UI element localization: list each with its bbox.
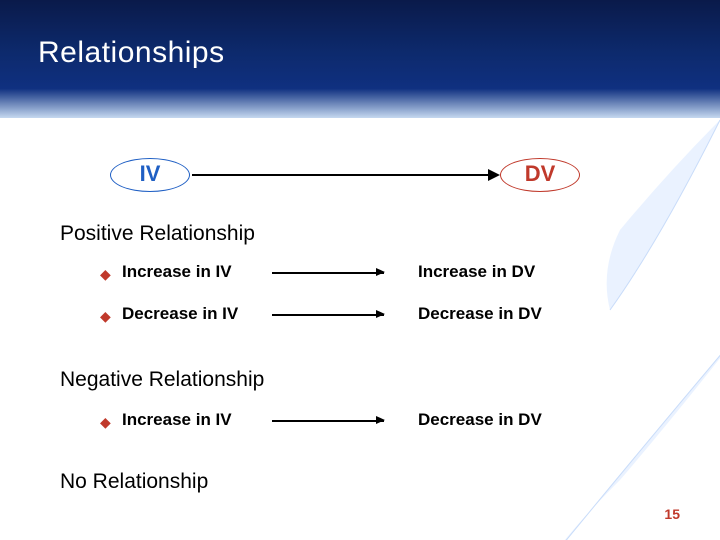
implies-arrow-icon: [272, 272, 384, 274]
relationship-row: ◆ Increase in IV Decrease in DV: [0, 410, 720, 436]
row-dv-text: Increase in DV: [418, 262, 535, 282]
section-heading-positive: Positive Relationship: [60, 222, 255, 246]
slide-title: Relationships: [38, 36, 225, 70]
row-dv-text: Decrease in DV: [418, 410, 542, 430]
row-iv-text: Decrease in IV: [122, 304, 238, 324]
diamond-bullet-icon: ◆: [100, 308, 111, 325]
variable-diagram: IV DV: [0, 158, 720, 202]
page-number: 15: [664, 506, 680, 522]
dv-oval: DV: [500, 158, 580, 192]
diamond-bullet-icon: ◆: [100, 266, 111, 283]
row-iv-text: Increase in IV: [122, 262, 232, 282]
row-dv-text: Decrease in DV: [418, 304, 542, 324]
section-heading-none: No Relationship: [60, 470, 208, 494]
diamond-bullet-icon: ◆: [100, 414, 111, 431]
iv-oval: IV: [110, 158, 190, 192]
implies-arrow-icon: [272, 420, 384, 422]
relationship-row: ◆ Decrease in IV Decrease in DV: [0, 304, 720, 330]
implies-arrow-icon: [272, 314, 384, 316]
row-iv-text: Increase in IV: [122, 410, 232, 430]
section-heading-negative: Negative Relationship: [60, 368, 264, 392]
main-arrow-icon: [192, 174, 498, 176]
relationship-row: ◆ Increase in IV Increase in DV: [0, 262, 720, 288]
